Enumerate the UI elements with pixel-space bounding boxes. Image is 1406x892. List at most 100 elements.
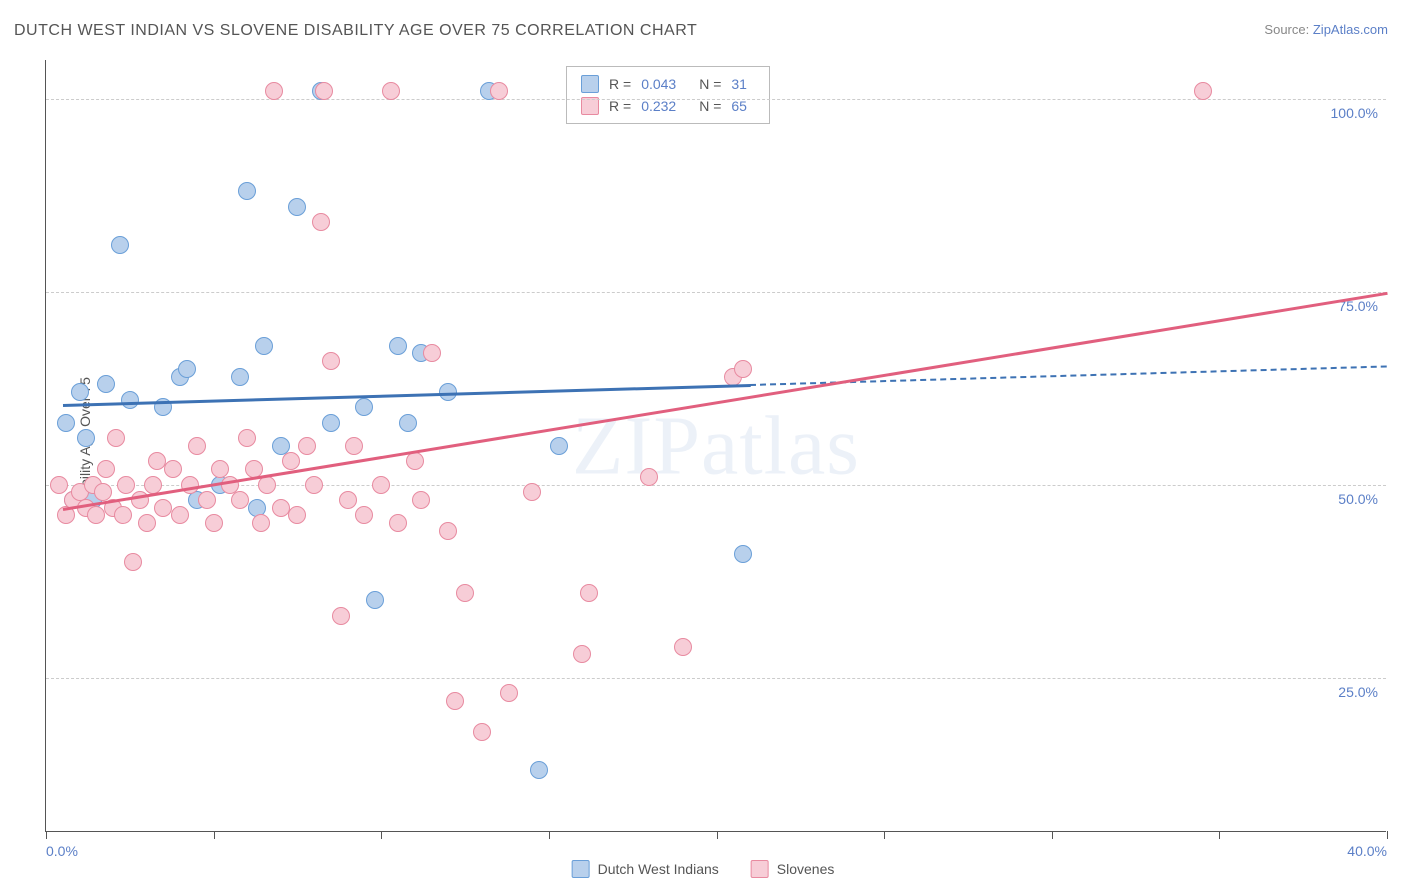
dutch-point [178,360,196,378]
slovene-point [500,684,518,702]
slovene-point [97,460,115,478]
slovene-point [171,506,189,524]
slovene-point [117,476,135,494]
slovene-point [148,452,166,470]
slovene-point [523,483,541,501]
slovene-point [355,506,373,524]
series-legend: Dutch West Indians Slovenes [572,860,835,878]
dutch-point [71,383,89,401]
x-tick [549,831,550,839]
correlation-legend: R =0.043N =31R =0.232N =65 [566,66,770,124]
legend-row-dutch: R =0.043N =31 [581,73,755,95]
dutch-point [111,236,129,254]
plot-area: ZIPatlas R =0.043N =31R =0.232N =65 25.0… [45,60,1386,832]
dutch-point [121,391,139,409]
slovene-point [144,476,162,494]
y-tick-label: 100.0% [1331,105,1378,121]
legend-r-label: R = [609,98,631,114]
x-tick [717,831,718,839]
chart-container: DUTCH WEST INDIAN VS SLOVENE DISABILITY … [0,0,1406,892]
slovene-point [315,82,333,100]
slovene-point [456,584,474,602]
dutch-point [231,368,249,386]
x-tick-label: 40.0% [1347,843,1387,859]
watermark-atlas: atlas [701,399,860,492]
dutch-point [550,437,568,455]
slovene-point [288,506,306,524]
slovene-point [439,522,457,540]
legend-r-value: 0.232 [641,98,689,114]
slovene-point [406,452,424,470]
legend-chip [581,75,599,93]
slovene-point [412,491,430,509]
legend-n-value: 31 [731,76,755,92]
dutch-point [255,337,273,355]
dutch-point [366,591,384,609]
legend-n-label: N = [699,98,721,114]
slovene-point [198,491,216,509]
slovene-point [446,692,464,710]
slovene-point [372,476,390,494]
slovene-point [573,645,591,663]
slovene-point [282,452,300,470]
slovene-point [332,607,350,625]
series-legend-slovene: Slovenes [751,860,835,878]
slovene-point [114,506,132,524]
dutch-point [530,761,548,779]
x-tick [381,831,382,839]
slovene-point [298,437,316,455]
dutch-point [288,198,306,216]
grid-line [46,485,1386,486]
watermark-zip: ZIP [572,399,701,492]
chart-title: DUTCH WEST INDIAN VS SLOVENE DISABILITY … [14,22,697,40]
slovene-point [312,213,330,231]
slovene-point [423,344,441,362]
slovene-point [231,491,249,509]
x-tick [884,831,885,839]
slovene-point [124,553,142,571]
slovene-point [188,437,206,455]
slovene-point [265,82,283,100]
slovene-point [382,82,400,100]
watermark: ZIPatlas [572,397,860,494]
legend-r-label: R = [609,76,631,92]
slovene-point [238,429,256,447]
slovene-point [50,476,68,494]
dutch-point [355,398,373,416]
slovene-point [252,514,270,532]
slovene-point [107,429,125,447]
dutch-point [399,414,417,432]
slovene-point [490,82,508,100]
slovene-point [272,499,290,517]
x-tick [46,831,47,839]
x-tick [1387,831,1388,839]
series-legend-label: Slovenes [777,861,835,877]
slovene-point [339,491,357,509]
series-legend-label: Dutch West Indians [598,861,719,877]
slovene-point [345,437,363,455]
regression-line [63,383,750,406]
slovene-point [305,476,323,494]
dutch-point [322,414,340,432]
y-tick-label: 50.0% [1338,491,1378,507]
dutch-point [57,414,75,432]
y-tick-label: 25.0% [1338,684,1378,700]
slovene-point [322,352,340,370]
dutch-point [77,429,95,447]
source-link[interactable]: ZipAtlas.com [1313,22,1388,37]
source-attribution: Source: ZipAtlas.com [1264,22,1388,37]
legend-n-value: 65 [731,98,755,114]
grid-line [46,99,1386,100]
x-tick [1219,831,1220,839]
legend-chip [751,860,769,878]
source-label: Source: [1264,22,1309,37]
legend-chip [572,860,590,878]
slovene-point [389,514,407,532]
legend-r-value: 0.043 [641,76,689,92]
slovene-point [164,460,182,478]
slovene-point [205,514,223,532]
dutch-point [97,375,115,393]
slovene-point [1194,82,1212,100]
dutch-point [389,337,407,355]
x-tick-label: 0.0% [46,843,78,859]
